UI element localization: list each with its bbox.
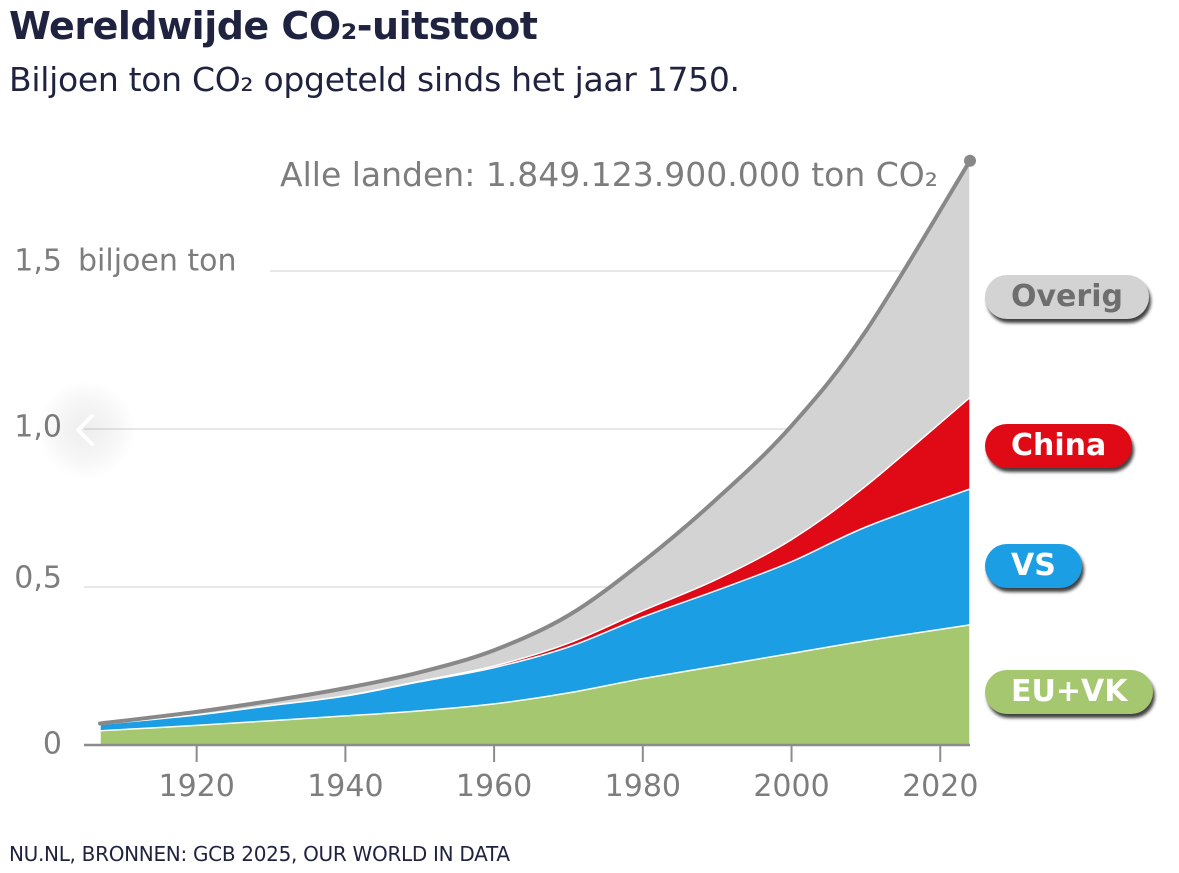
x-tick-label-2020: 2020	[902, 769, 978, 804]
total-line	[98, 158, 972, 726]
chart-title: Wereldwijde CO₂-uitstoot	[9, 4, 538, 48]
previous-slide-button[interactable]	[36, 380, 136, 480]
y-tick-label-1-0: 1,0	[14, 410, 62, 445]
legend-pill-vs: VS	[985, 544, 1082, 588]
y-tick-label-0-5: 0,5	[14, 561, 62, 596]
legend-pill-eu-vk: EU+VK	[985, 670, 1154, 714]
x-tick-label-2000: 2000	[753, 769, 829, 804]
legend-label-vs: VS	[1011, 548, 1056, 583]
x-axis-labels: 1920 1940 1960 1980 2000 2020	[158, 769, 978, 804]
x-tick-label-1940: 1940	[307, 769, 383, 804]
legend-label-overig: Overig	[1011, 279, 1123, 314]
total-endpoint-marker	[964, 154, 976, 167]
chart-right-mask	[970, 150, 978, 750]
legend-pill-china: China	[985, 424, 1133, 468]
legend-label-china: China	[1011, 428, 1107, 463]
y-tick-label-1-5: 1,5	[14, 244, 62, 279]
legend-pill-overig: Overig	[985, 275, 1149, 319]
area-eu-vk	[99, 624, 971, 746]
total-annotation: Alle landen: 1.849.123.900.000 ton CO₂	[280, 155, 938, 194]
area-series	[98, 150, 978, 750]
x-tick-label-1960: 1960	[456, 769, 532, 804]
axes	[84, 743, 970, 762]
y-unit-label: biljoen ton	[78, 244, 237, 279]
source-credit: NU.NL, BRONNEN: GCB 2025, OUR WORLD IN D…	[9, 842, 510, 866]
legend-label-eu-vk: EU+VK	[1011, 674, 1128, 709]
chart-subtitle: Biljoen ton CO₂ opgeteld sinds het jaar …	[9, 60, 740, 99]
y-axis-labels: 0 0,5 1,0 1,5 biljoen ton	[14, 244, 236, 762]
chevron-left-icon	[76, 414, 94, 446]
y-tick-label-0: 0	[43, 727, 62, 762]
x-tick-label-1980: 1980	[605, 769, 681, 804]
x-tick-label-1920: 1920	[158, 769, 234, 804]
